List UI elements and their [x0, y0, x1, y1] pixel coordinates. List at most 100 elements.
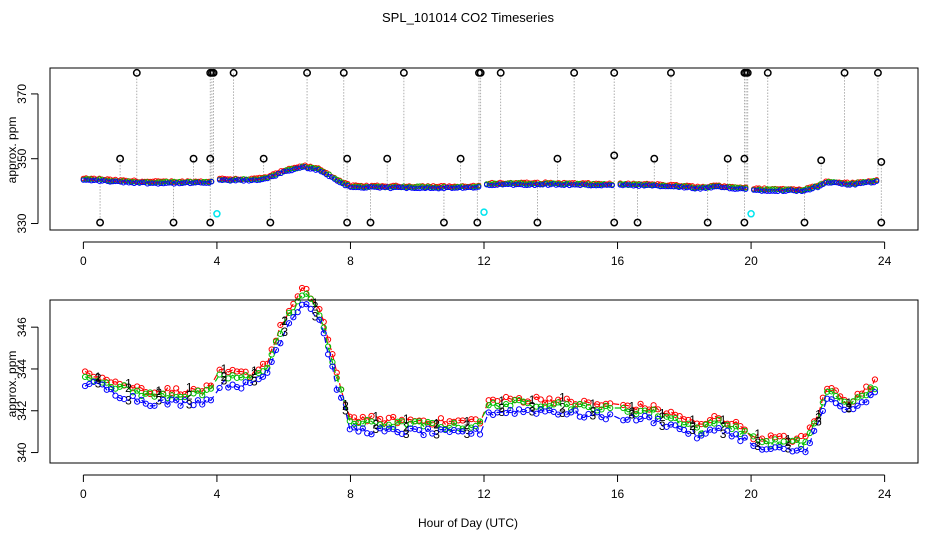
bottom-series-1-point — [316, 305, 323, 313]
top-x-tick-label: 4 — [214, 254, 221, 268]
outlier-point — [343, 154, 352, 163]
bottom-series-1-label: 1 — [785, 432, 792, 446]
bottom-series-1-label: 1 — [251, 364, 258, 378]
bottom-series-3-point — [811, 427, 818, 434]
bottom-series-3-point — [607, 411, 614, 418]
bottom-series-1-point — [107, 379, 115, 386]
top-series-3-point — [545, 182, 551, 188]
top-series-3-point — [844, 182, 850, 188]
top-series-3-point — [625, 182, 631, 188]
top-series-3-point — [606, 182, 613, 188]
top-series-3-point — [548, 181, 554, 188]
bottom-series-2-point — [524, 400, 531, 407]
bottom-series-1-label: 1 — [125, 377, 132, 391]
bottom-series-2-point — [368, 418, 375, 425]
bottom-series-1-label: 1 — [754, 427, 761, 441]
top-series-3-point — [743, 186, 749, 192]
top-series-3-point — [168, 180, 175, 186]
top-series-3-point — [833, 179, 840, 186]
bottom-series-2-label: 2 — [785, 435, 792, 449]
top-series-3-point — [759, 188, 765, 194]
bottom-series-2-label: 2 — [659, 410, 666, 424]
top-series-3-point — [457, 184, 463, 191]
top-y-tick-label: 370 — [15, 84, 29, 104]
top-series-3-point — [179, 180, 185, 186]
top-series-3-point — [184, 179, 191, 186]
outlier-point — [800, 218, 809, 227]
bottom-series-3-point — [107, 386, 115, 393]
top-series-3-point — [401, 184, 407, 191]
top-series-2-point — [334, 176, 340, 183]
bottom-series-3-point — [103, 386, 110, 393]
bottom-series-3-point — [307, 305, 314, 312]
bottom-series-2-label: 2 — [312, 300, 319, 314]
top-x-tick-label: 16 — [611, 254, 625, 268]
bottom-series-3-point — [476, 431, 484, 438]
top-series-3-point — [689, 185, 696, 192]
bottom-series-3-point — [116, 395, 123, 402]
top-series-3-point — [142, 179, 148, 186]
bottom-series-3-point — [667, 421, 675, 428]
bottom-series-3-point — [533, 410, 540, 417]
top-series-3-point — [227, 178, 233, 184]
bottom-series-3-point — [832, 400, 839, 407]
bottom-y-tick-label: 346 — [15, 317, 29, 337]
outlier-point — [763, 68, 772, 77]
cyan-point — [747, 210, 755, 218]
top-series-3-point — [649, 183, 655, 189]
top-series-3-point — [804, 187, 810, 193]
bottom-series-1-point — [546, 395, 553, 402]
bottom-series-3-label: 3 — [186, 398, 193, 412]
top-series-2-point — [246, 176, 252, 182]
top-x-tick-label: 12 — [477, 254, 491, 268]
top-y-tick-label: 350 — [15, 148, 29, 168]
top-series-3-point — [724, 184, 730, 191]
bottom-series-2-point — [772, 436, 779, 443]
top-series-3-point — [358, 185, 364, 191]
top-series-2-point — [532, 180, 538, 187]
top-series-3-point — [174, 179, 180, 186]
bottom-series-2-point — [225, 375, 232, 382]
top-series-2-point — [313, 165, 319, 172]
top-series-3-point — [710, 184, 717, 190]
outlier-point — [229, 68, 238, 77]
bottom-series-1-point — [359, 413, 366, 421]
top-series-2-point — [697, 184, 704, 191]
top-series-3-point — [475, 184, 482, 190]
bottom-series-1-point — [233, 368, 241, 375]
top-series-3-point — [788, 187, 794, 193]
top-series-3-point — [187, 180, 193, 187]
top-series-3-point — [224, 177, 231, 183]
bottom-series-3-point — [121, 396, 128, 403]
bottom-series-3-label: 3 — [846, 401, 853, 415]
bottom-y-tick-label: 340 — [15, 442, 29, 462]
bottom-series-3-point — [555, 411, 562, 418]
top-series-3-point — [542, 181, 549, 187]
top-series-3-point — [660, 183, 666, 190]
bottom-series-2-label: 2 — [342, 399, 349, 413]
top-series-3-point — [307, 166, 314, 172]
bottom-series-1-point — [277, 321, 284, 329]
top-series-2-point — [775, 186, 781, 193]
top-series-2-point — [441, 183, 447, 190]
top-series-3-point — [102, 177, 108, 183]
bottom-series-3-point — [194, 397, 201, 404]
outlier-point — [496, 68, 505, 77]
bottom-series-3-point — [507, 406, 514, 414]
top-series-3-point — [857, 180, 864, 187]
bottom-series-2-label: 2 — [720, 419, 727, 433]
bottom-series-2-point — [424, 418, 432, 426]
top-y-tick-label: 330 — [15, 213, 29, 233]
bottom-series-3-point — [472, 425, 479, 432]
bottom-series-2-point — [858, 392, 866, 399]
bottom-series-1-point — [585, 399, 592, 406]
bottom-series-3-point — [841, 406, 848, 413]
bottom-y-tick-label: 342 — [15, 400, 29, 420]
bottom-series-2-point — [355, 419, 362, 426]
top-series-2-point — [144, 179, 151, 185]
bottom-series-2-point — [693, 424, 701, 431]
bottom-series-2-label: 2 — [281, 314, 288, 328]
bottom-series-3-point — [351, 424, 358, 431]
bottom-series-2-label: 2 — [221, 370, 228, 384]
top-series-3-point — [134, 179, 140, 186]
